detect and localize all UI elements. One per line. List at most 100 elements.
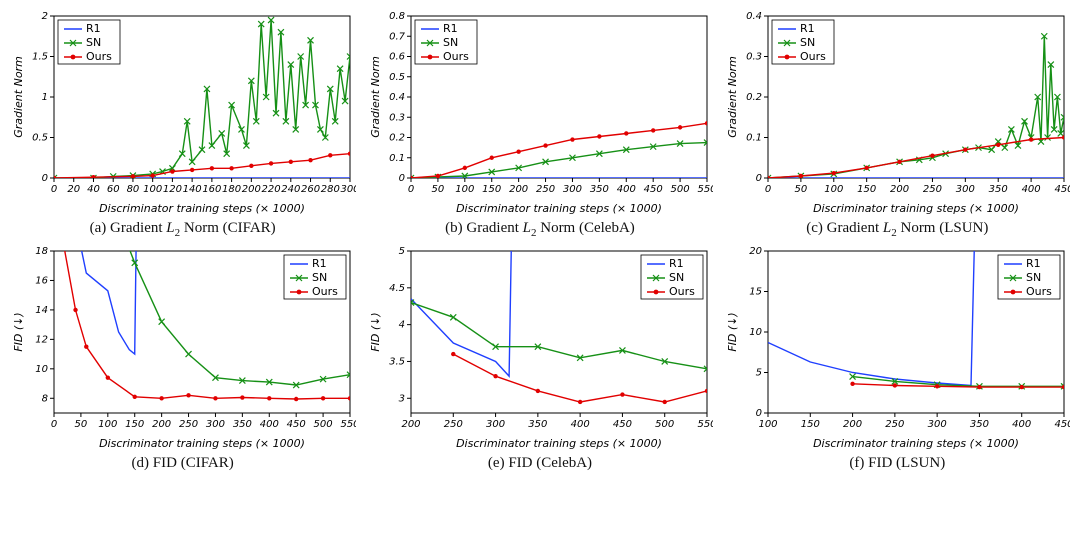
svg-text:150: 150 xyxy=(125,419,144,430)
svg-text:Discriminator training steps (: Discriminator training steps (× 1000) xyxy=(813,437,1019,450)
svg-text:400: 400 xyxy=(259,419,278,430)
svg-text:300: 300 xyxy=(486,419,505,430)
svg-text:R1: R1 xyxy=(800,22,815,35)
svg-text:20: 20 xyxy=(750,246,763,257)
svg-text:350: 350 xyxy=(970,419,989,430)
svg-text:200: 200 xyxy=(152,419,171,430)
svg-text:100: 100 xyxy=(759,419,778,430)
svg-text:1: 1 xyxy=(41,92,47,103)
svg-text:R1: R1 xyxy=(312,257,327,270)
svg-text:160: 160 xyxy=(202,184,221,195)
svg-text:0.2: 0.2 xyxy=(746,92,762,103)
svg-text:350: 350 xyxy=(232,419,251,430)
svg-text:100: 100 xyxy=(825,184,844,195)
svg-text:50: 50 xyxy=(432,184,445,195)
svg-text:300: 300 xyxy=(928,419,947,430)
svg-text:100: 100 xyxy=(455,184,474,195)
svg-text:Ours: Ours xyxy=(1026,285,1052,298)
svg-text:12: 12 xyxy=(35,334,48,345)
svg-text:60: 60 xyxy=(106,184,119,195)
svg-text:R1: R1 xyxy=(669,257,684,270)
svg-text:300: 300 xyxy=(340,184,356,195)
svg-text:5: 5 xyxy=(756,368,762,379)
svg-text:1.5: 1.5 xyxy=(32,52,48,63)
svg-text:Ours: Ours xyxy=(312,285,338,298)
svg-text:500: 500 xyxy=(313,419,332,430)
svg-text:250: 250 xyxy=(179,419,198,430)
svg-text:4.5: 4.5 xyxy=(389,283,405,294)
svg-text:0: 0 xyxy=(50,184,56,195)
svg-text:0.2: 0.2 xyxy=(389,133,405,144)
svg-text:500: 500 xyxy=(671,184,690,195)
svg-text:280: 280 xyxy=(320,184,339,195)
svg-text:450: 450 xyxy=(1055,184,1071,195)
svg-text:180: 180 xyxy=(222,184,241,195)
svg-text:0.5: 0.5 xyxy=(32,133,48,144)
svg-text:SN: SN xyxy=(86,36,101,49)
svg-text:SN: SN xyxy=(800,36,815,49)
caption-f: (f) FID (LSUN) xyxy=(849,455,945,472)
svg-text:0.1: 0.1 xyxy=(746,133,762,144)
svg-text:0: 0 xyxy=(756,408,762,419)
svg-text:Discriminator training steps (: Discriminator training steps (× 1000) xyxy=(99,437,305,450)
caption-c: (c) Gradient L2 Norm (LSUN) xyxy=(806,220,988,239)
svg-text:FID (↓): FID (↓) xyxy=(726,312,739,351)
svg-text:250: 250 xyxy=(886,419,905,430)
svg-text:Ours: Ours xyxy=(669,285,695,298)
svg-text:FID (↓): FID (↓) xyxy=(12,312,25,351)
svg-text:0: 0 xyxy=(765,184,771,195)
svg-text:5: 5 xyxy=(399,246,405,257)
svg-text:SN: SN xyxy=(669,271,684,284)
svg-text:100: 100 xyxy=(98,419,117,430)
panel-b: 05010015020025030035040045050055000.10.2… xyxy=(365,8,714,239)
svg-text:Discriminator training steps (: Discriminator training steps (× 1000) xyxy=(813,202,1019,215)
svg-text:450: 450 xyxy=(613,419,632,430)
svg-text:400: 400 xyxy=(1022,184,1041,195)
svg-text:100: 100 xyxy=(143,184,162,195)
svg-text:550: 550 xyxy=(697,184,713,195)
svg-text:400: 400 xyxy=(617,184,636,195)
svg-text:250: 250 xyxy=(444,419,463,430)
svg-text:20: 20 xyxy=(67,184,80,195)
svg-text:50: 50 xyxy=(795,184,808,195)
svg-text:240: 240 xyxy=(281,184,300,195)
svg-text:18: 18 xyxy=(35,246,48,257)
svg-text:500: 500 xyxy=(655,419,674,430)
svg-text:2: 2 xyxy=(41,11,47,22)
svg-text:0: 0 xyxy=(399,173,405,184)
svg-text:200: 200 xyxy=(509,184,528,195)
svg-text:350: 350 xyxy=(528,419,547,430)
svg-text:Discriminator training steps (: Discriminator training steps (× 1000) xyxy=(99,202,305,215)
svg-text:0.7: 0.7 xyxy=(389,31,406,42)
panel-a: 0204060801001201401601802002202402602803… xyxy=(8,8,357,239)
svg-text:10: 10 xyxy=(750,327,763,338)
svg-text:120: 120 xyxy=(163,184,182,195)
svg-text:400: 400 xyxy=(571,419,590,430)
svg-text:Ours: Ours xyxy=(443,50,469,63)
svg-text:15: 15 xyxy=(750,287,763,298)
svg-text:400: 400 xyxy=(1012,419,1031,430)
caption-d: (d) FID (CIFAR) xyxy=(132,455,234,472)
caption-e: (e) FID (CelebA) xyxy=(488,455,592,472)
svg-text:3.5: 3.5 xyxy=(389,356,405,367)
svg-text:150: 150 xyxy=(857,184,876,195)
svg-text:FID (↓): FID (↓) xyxy=(369,312,382,351)
svg-text:80: 80 xyxy=(126,184,139,195)
svg-text:200: 200 xyxy=(401,419,420,430)
svg-text:0: 0 xyxy=(41,173,47,184)
svg-text:R1: R1 xyxy=(86,22,101,35)
svg-text:200: 200 xyxy=(890,184,909,195)
svg-text:Gradient Norm: Gradient Norm xyxy=(369,56,382,138)
svg-text:450: 450 xyxy=(1055,419,1071,430)
svg-text:0.3: 0.3 xyxy=(746,52,762,63)
svg-text:140: 140 xyxy=(182,184,201,195)
svg-text:40: 40 xyxy=(87,184,100,195)
svg-text:8: 8 xyxy=(41,393,47,404)
svg-text:3: 3 xyxy=(399,393,405,404)
panel-c: 05010015020025030035040045000.10.20.30.4… xyxy=(723,8,1072,239)
svg-text:Gradient Norm: Gradient Norm xyxy=(12,56,25,138)
svg-text:450: 450 xyxy=(286,419,305,430)
svg-text:14: 14 xyxy=(35,305,48,316)
svg-text:300: 300 xyxy=(956,184,975,195)
caption-b: (b) Gradient L2 Norm (CelebA) xyxy=(445,220,635,239)
